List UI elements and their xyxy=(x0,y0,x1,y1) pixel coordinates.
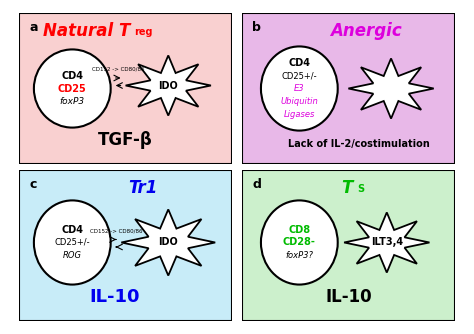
Text: CD152 -> CD80/86: CD152 -> CD80/86 xyxy=(90,228,142,233)
Text: S: S xyxy=(357,184,364,194)
Ellipse shape xyxy=(261,200,337,285)
Text: IDO: IDO xyxy=(158,80,178,91)
Text: foxP3: foxP3 xyxy=(60,97,85,106)
Text: CD25: CD25 xyxy=(58,84,87,94)
Text: CD152 -> CD80/86: CD152 -> CD80/86 xyxy=(92,67,145,72)
Text: T: T xyxy=(341,179,353,197)
Text: CD4: CD4 xyxy=(288,58,310,68)
Text: ILT3,4: ILT3,4 xyxy=(371,237,403,247)
Text: CD8: CD8 xyxy=(288,225,310,235)
Text: Ubiquitin: Ubiquitin xyxy=(281,97,318,106)
Text: Ligases: Ligases xyxy=(283,110,315,119)
Text: b: b xyxy=(252,21,261,34)
Text: IDO: IDO xyxy=(158,237,178,247)
Text: d: d xyxy=(252,178,261,191)
Polygon shape xyxy=(126,55,211,116)
Text: TGF-β: TGF-β xyxy=(98,131,153,149)
Text: CD4: CD4 xyxy=(61,225,83,235)
Text: Tr1: Tr1 xyxy=(128,179,157,197)
Polygon shape xyxy=(344,212,429,273)
Ellipse shape xyxy=(261,46,337,131)
Ellipse shape xyxy=(34,200,110,285)
Text: c: c xyxy=(29,178,37,191)
Text: CD25+/-: CD25+/- xyxy=(55,238,90,247)
Text: reg: reg xyxy=(134,27,153,37)
Text: IL-10: IL-10 xyxy=(90,288,140,306)
Text: Lack of IL-2/costimulation: Lack of IL-2/costimulation xyxy=(288,139,430,149)
Polygon shape xyxy=(121,209,215,276)
Text: IL-10: IL-10 xyxy=(325,288,372,306)
Text: Natural T: Natural T xyxy=(43,22,130,40)
Text: CD28-: CD28- xyxy=(283,237,316,247)
Text: E3: E3 xyxy=(294,84,305,93)
Text: ROG: ROG xyxy=(63,251,82,260)
Text: a: a xyxy=(29,21,38,34)
Text: CD25+/-: CD25+/- xyxy=(282,71,317,80)
Text: foxP3?: foxP3? xyxy=(285,251,313,260)
Text: CD4: CD4 xyxy=(61,71,83,81)
Ellipse shape xyxy=(34,49,110,128)
Polygon shape xyxy=(348,58,434,119)
Text: Anergic: Anergic xyxy=(329,22,401,40)
